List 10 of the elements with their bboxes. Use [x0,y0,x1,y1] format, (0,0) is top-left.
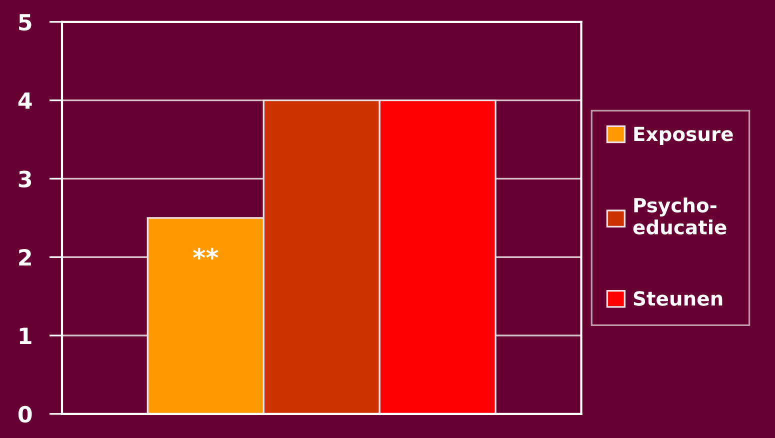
y-tick-label: 5 [19,14,32,31]
legend-label: Exposure [634,126,733,146]
y-tick-label: 4 [18,92,32,109]
y-tick-label: 2 [19,249,31,266]
legend-label: Steunen [634,291,722,306]
y-tick-label: 0 [18,406,32,423]
annotation: ** [193,248,218,260]
y-tick-label: 3 [18,170,32,188]
legend-label: Psycho- educatie [633,198,726,235]
y-tick-label: 1 [20,328,32,344]
